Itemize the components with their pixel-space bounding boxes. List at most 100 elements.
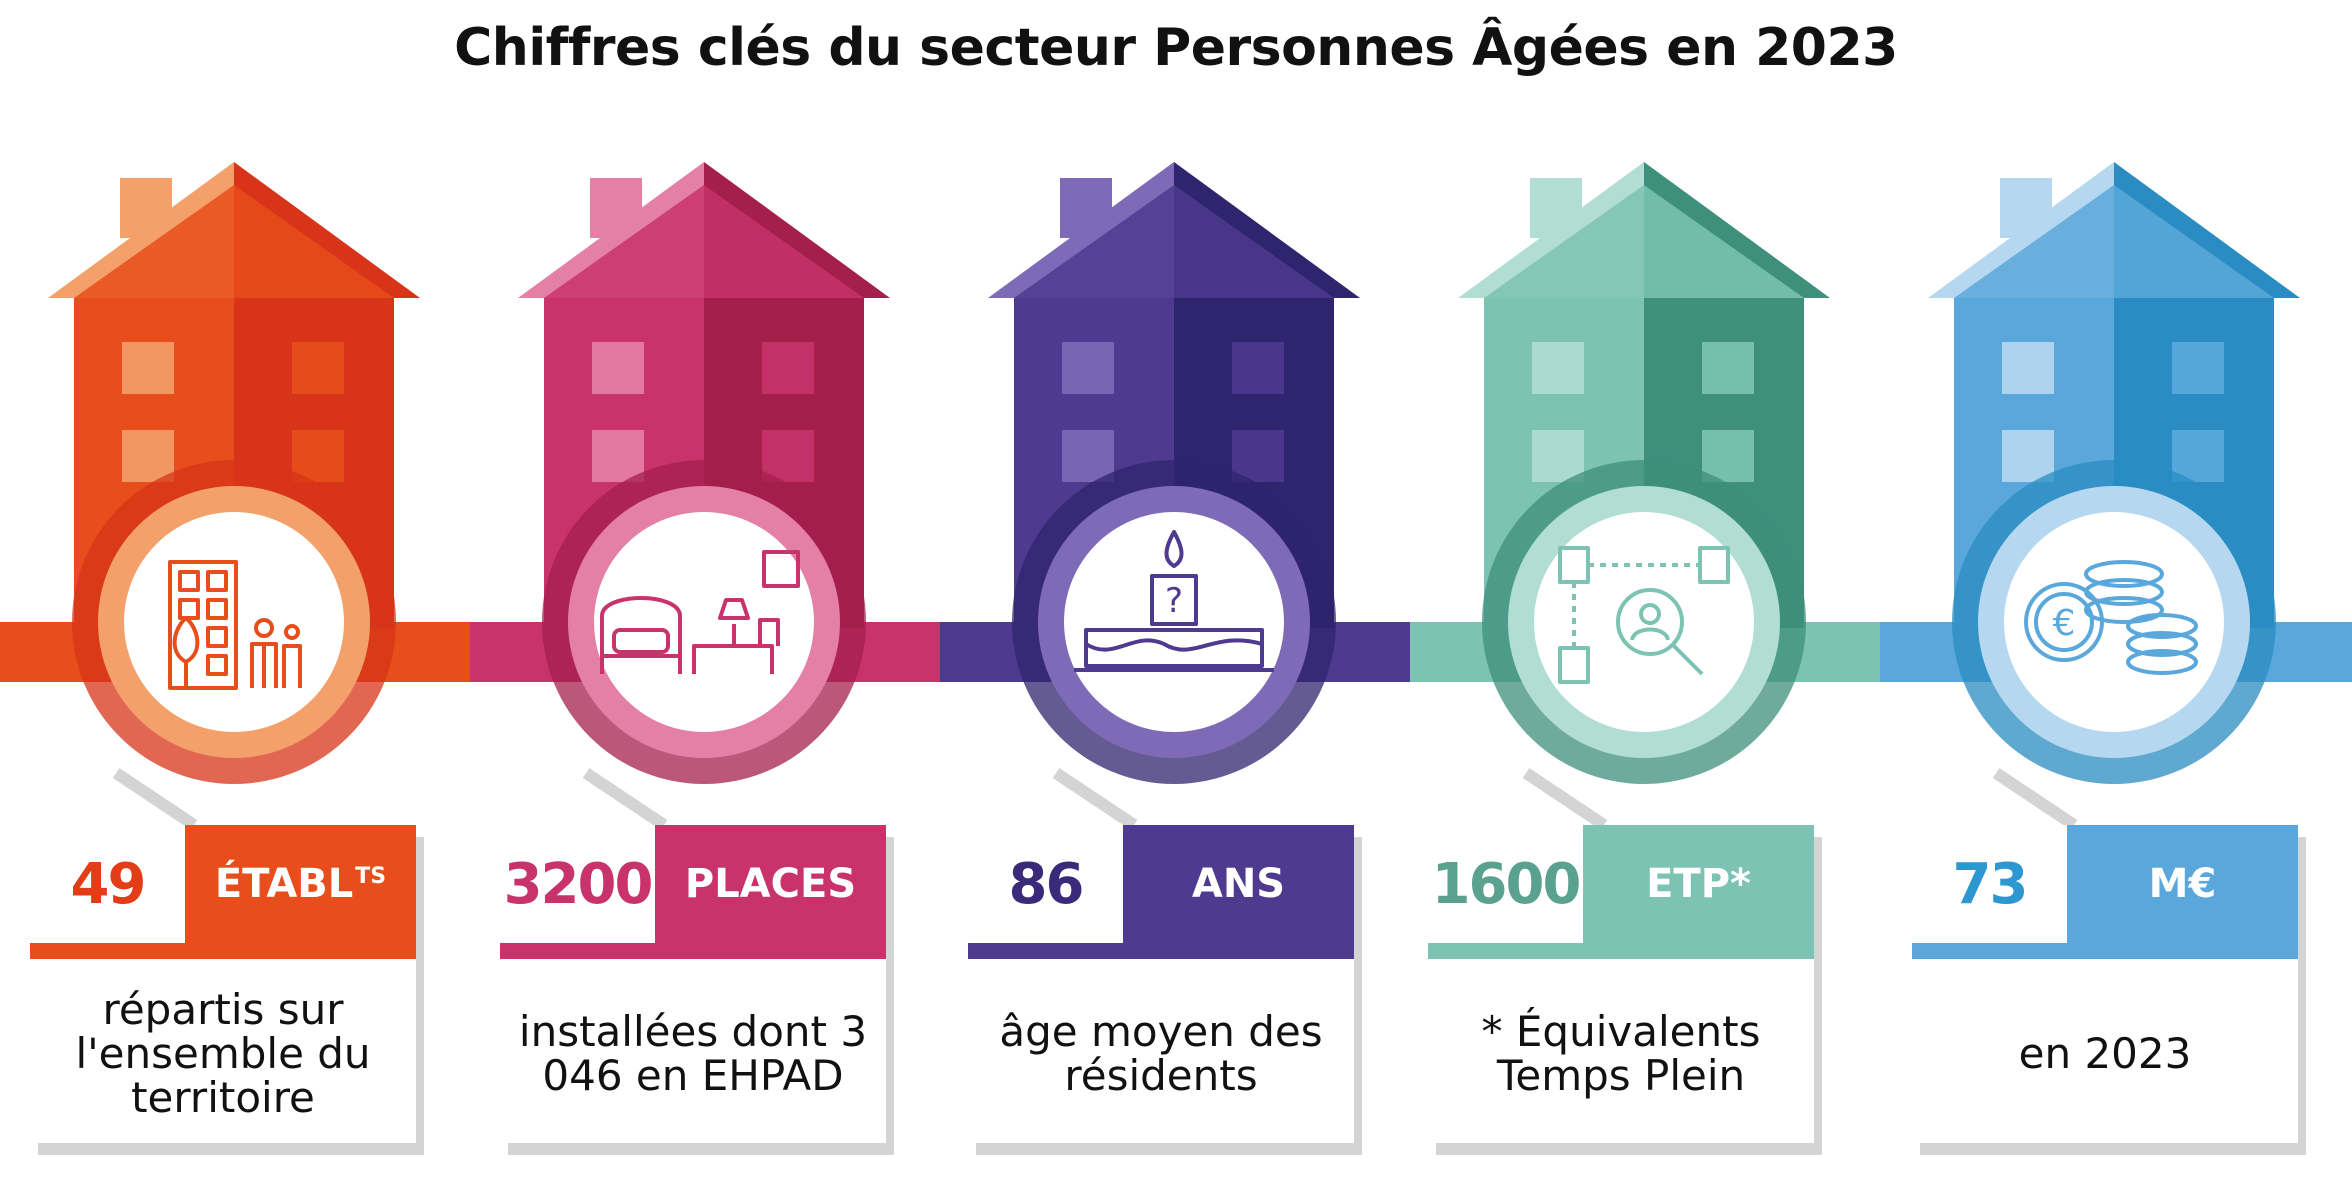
chair — [758, 618, 780, 646]
color-bar — [1428, 943, 1814, 959]
bed-pillow — [612, 628, 670, 654]
card-body: 49 ÉTABL TS répartis sur l'ensemble du te… — [30, 825, 416, 1143]
house-group — [48, 162, 420, 830]
staff-search-icon — [1558, 546, 1730, 684]
stat-description: installées dont 3 046 en EHPAD — [518, 1007, 868, 1100]
house-window — [2172, 430, 2224, 482]
stat-card-places: 3200 PLACES installées dont 3 046 en EHP… — [500, 825, 894, 1155]
bed-frame — [600, 596, 682, 674]
roof-left-inner — [1484, 185, 1644, 298]
building-window — [206, 654, 228, 676]
house-window — [122, 342, 174, 394]
house-group — [1928, 162, 2300, 830]
stat-number: 73 — [1912, 825, 2067, 943]
roof-right-inner — [234, 185, 394, 298]
stat-card-budget: 73 M€ en 2023 — [1912, 825, 2306, 1155]
building-window — [178, 570, 200, 592]
card-body: 3200 PLACES installées dont 3 046 en EHP… — [500, 825, 886, 1143]
tree-shape — [172, 616, 200, 688]
house-window — [1232, 342, 1284, 394]
card-body: 73 M€ en 2023 — [1912, 825, 2298, 1143]
person-body-small — [282, 644, 302, 688]
house-window — [2002, 342, 2054, 394]
euro-coin — [2024, 582, 2104, 662]
house-window — [2002, 430, 2054, 482]
roof-right-inner — [1644, 185, 1804, 298]
stat-number: 1600 — [1428, 825, 1583, 943]
house-window — [122, 430, 174, 482]
house-window — [1062, 430, 1114, 482]
magnifier-lens — [1616, 588, 1684, 656]
stat-description: âge moyen des résidents — [999, 1007, 1323, 1100]
bedroom-icon — [600, 550, 800, 674]
stat-card-fte: 1600 ETP* * Équivalents Temps Plein — [1428, 825, 1822, 1155]
roof-left-inner — [544, 185, 704, 298]
building-people-icon — [168, 560, 302, 690]
stat-description: * Équivalents Temps Plein — [1481, 1007, 1761, 1100]
house-window — [592, 342, 644, 394]
house-window — [1702, 430, 1754, 482]
leader-line — [112, 768, 198, 830]
building-outline — [168, 560, 238, 690]
stat-unit: M€ — [2067, 825, 2298, 943]
card-body: 86 ANS âge moyen des résidents — [968, 825, 1354, 1143]
house-window — [592, 430, 644, 482]
building-window — [206, 570, 228, 592]
stat-description: répartis sur l'ensemble du territoire — [75, 985, 371, 1122]
leader-line — [1052, 768, 1138, 830]
leader-line — [582, 768, 668, 830]
roof-right-inner — [704, 185, 864, 298]
stat-unit: ANS — [1123, 825, 1354, 943]
house-window — [1532, 342, 1584, 394]
medallion-center — [594, 512, 814, 732]
building-window — [206, 626, 228, 648]
house-window — [2172, 342, 2224, 394]
house-group — [988, 162, 1360, 830]
stat-unit: ETP* — [1583, 825, 1814, 943]
stat-number: 49 — [30, 825, 185, 943]
wall-frame — [762, 550, 800, 588]
color-bar — [1912, 943, 2298, 959]
stat-description: en 2023 — [2018, 1029, 2192, 1078]
house-window — [1232, 430, 1284, 482]
color-bar — [968, 943, 1354, 959]
euro-coins-icon: € — [2024, 560, 2198, 675]
searched-person-head — [1639, 603, 1661, 625]
house-group — [1458, 162, 1830, 830]
candle-flame — [1164, 530, 1184, 568]
stat-unit: PLACES — [655, 825, 886, 943]
building-window — [206, 598, 228, 620]
color-bar — [500, 943, 886, 959]
house-window — [762, 342, 814, 394]
desk-lamp — [692, 598, 774, 674]
color-bar — [30, 943, 416, 959]
euro-sign: € — [2053, 603, 2076, 644]
coin-stack-right — [2126, 649, 2198, 675]
magnifier-handle — [1670, 642, 1704, 676]
coin-stack-right — [2126, 631, 2198, 657]
stat-unit-superscript: TS — [355, 863, 387, 889]
house-window — [1532, 430, 1584, 482]
house-window — [1062, 342, 1114, 394]
roof-right-inner — [1174, 185, 1334, 298]
coin-stack-top — [2084, 578, 2164, 606]
stat-unit-label: ÉTABL — [214, 861, 354, 907]
roof-right-inner — [2114, 185, 2274, 298]
roof-left-inner — [1014, 185, 1174, 298]
stat-number: 3200 — [500, 825, 655, 943]
house-window — [292, 430, 344, 482]
house-group — [518, 162, 890, 830]
stat-number: 86 — [968, 825, 1123, 943]
stat-card-age: 86 ANS âge moyen des résidents — [968, 825, 1362, 1155]
roof-left-inner — [1954, 185, 2114, 298]
person-head-small — [284, 624, 300, 640]
cake-layer — [1084, 628, 1264, 668]
coin-stack-right — [2126, 613, 2198, 639]
roof-left-inner — [74, 185, 234, 298]
leader-line — [1992, 768, 2078, 830]
person-head — [254, 618, 274, 638]
stat-card-establishments: 49 ÉTABL TS répartis sur l'ensemble du te… — [30, 825, 424, 1155]
house-window — [292, 342, 344, 394]
page-title: Chiffres clés du secteur Personnes Âgées… — [454, 18, 1898, 78]
